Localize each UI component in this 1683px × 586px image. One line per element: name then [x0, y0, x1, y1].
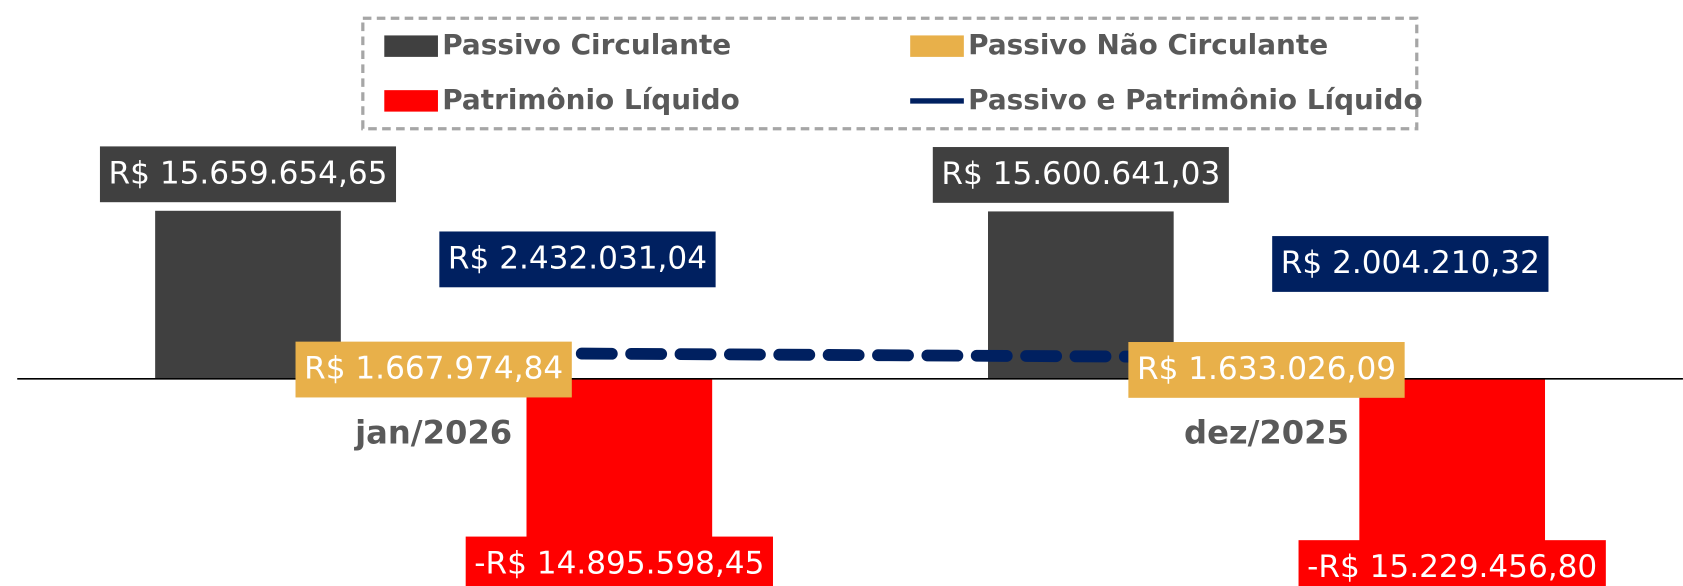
- data-label: R$ 1.633.026,09: [1137, 351, 1396, 387]
- data-label: R$ 2.432.031,04: [448, 240, 707, 276]
- data-label-bg: [295, 341, 572, 398]
- line: [427, 346, 1273, 364]
- data-label-bg: [1298, 540, 1606, 586]
- data-label-bg: [99, 146, 397, 203]
- legend-label: Patrimônio Líquido: [442, 83, 740, 116]
- bar: [1359, 378, 1546, 543]
- data-label: R$ 15.600.641,03: [941, 156, 1220, 192]
- data-label: R$ 15.659.654,65: [109, 155, 388, 191]
- data-label: R$ 2.004.210,32: [1281, 245, 1540, 281]
- bar: [526, 378, 713, 539]
- legend-label: Passivo Circulante: [442, 28, 731, 61]
- data-label-bg: [465, 536, 773, 586]
- legend-swatch: [910, 35, 964, 57]
- data-label-bg: [932, 147, 1229, 203]
- data-label: -R$ 15.229.456,80: [1307, 549, 1597, 585]
- legend-label: Passivo Não Circulante: [968, 28, 1328, 61]
- x-tick-label: dez/2025: [1184, 414, 1349, 452]
- legend-box: [361, 16, 1419, 131]
- data-label-bg: [1272, 236, 1549, 292]
- x-tick-label: jan/2026: [353, 414, 512, 452]
- legend-swatch: [384, 35, 438, 57]
- data-label: -R$ 14.895.598,45: [474, 545, 764, 581]
- data-label-bg: [1128, 342, 1405, 398]
- data-label: R$ 1.667.974,84: [304, 351, 563, 387]
- legend-label: Passivo e Patrimônio Líquido: [968, 83, 1422, 116]
- data-label-bg: [439, 231, 716, 288]
- legend-swatch: [384, 90, 438, 112]
